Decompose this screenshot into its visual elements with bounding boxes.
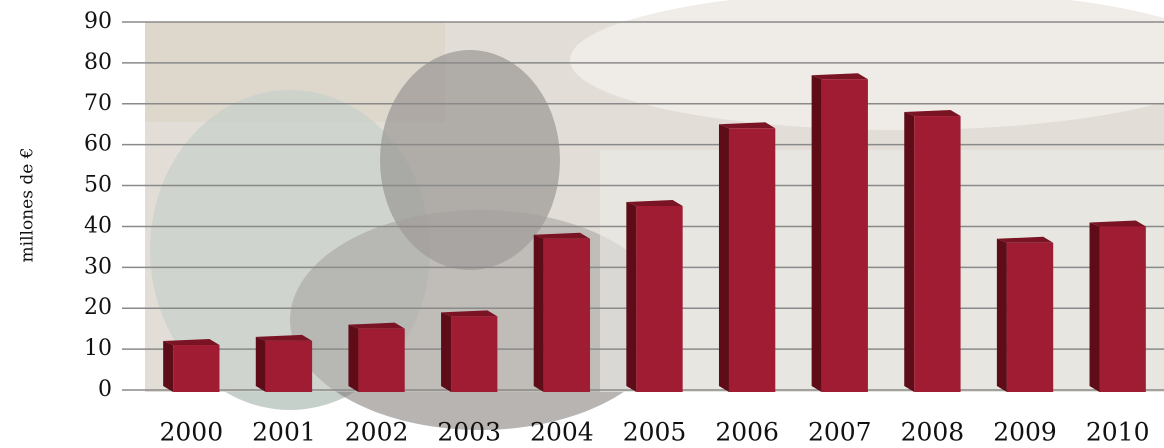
bar bbox=[173, 345, 220, 392]
bar-top bbox=[255, 334, 313, 341]
bar-top bbox=[626, 200, 683, 206]
bar bbox=[265, 340, 313, 392]
bar-top bbox=[348, 322, 405, 329]
x-tick-label: 2005 bbox=[623, 418, 687, 447]
bar-top bbox=[1089, 220, 1146, 227]
bar bbox=[636, 206, 683, 392]
x-tick-label: 2009 bbox=[993, 418, 1057, 447]
bar bbox=[821, 79, 868, 392]
y-tick-label: 70 bbox=[84, 91, 112, 116]
y-tick-label: 50 bbox=[84, 173, 112, 198]
y-axis-label: millones de € bbox=[18, 148, 38, 263]
bar bbox=[543, 238, 591, 392]
bar-top bbox=[718, 122, 776, 129]
bar-side bbox=[348, 324, 359, 392]
bar-top bbox=[533, 232, 591, 239]
y-tick-label: 0 bbox=[98, 377, 112, 402]
x-tick-label: 2000 bbox=[160, 418, 224, 447]
y-tick-label: 40 bbox=[84, 213, 112, 238]
x-tick-label: 2010 bbox=[1086, 418, 1150, 447]
bar-side bbox=[904, 112, 915, 393]
bar-top bbox=[996, 236, 1054, 243]
y-tick-label: 20 bbox=[84, 295, 112, 320]
y-tick-label: 80 bbox=[84, 50, 112, 75]
bar-side bbox=[533, 234, 544, 392]
bar bbox=[1006, 242, 1054, 392]
bar bbox=[451, 316, 498, 392]
bar-side bbox=[626, 202, 637, 392]
bar-top bbox=[441, 310, 498, 317]
bar-side bbox=[255, 336, 266, 392]
y-tick-label: 90 bbox=[84, 9, 112, 34]
bar-side bbox=[718, 124, 729, 393]
x-tick-label: 2002 bbox=[345, 418, 409, 447]
plot-area: 0 10 20 30 40 50 60 70 80 90 2000 2001 2002 2003 2004 2… bbox=[84, 9, 1164, 447]
bar-side bbox=[163, 341, 174, 392]
y-tick-label: 10 bbox=[84, 336, 112, 361]
bar-top bbox=[904, 110, 961, 117]
bar-side bbox=[996, 238, 1007, 392]
bar-top bbox=[811, 73, 868, 80]
bar-side bbox=[441, 312, 452, 392]
x-tick-label: 2007 bbox=[808, 418, 872, 447]
x-tick-label: 2008 bbox=[901, 418, 965, 447]
y-tick-label: 30 bbox=[84, 254, 112, 279]
y-tick-label: 60 bbox=[84, 132, 112, 157]
bar bbox=[1099, 226, 1146, 392]
bar-side bbox=[811, 75, 822, 392]
bar bbox=[358, 328, 405, 392]
bar-top bbox=[163, 339, 220, 346]
x-tick-label: 2006 bbox=[715, 418, 779, 447]
bar bbox=[914, 116, 961, 393]
x-tick-label: 2001 bbox=[252, 418, 316, 447]
x-tick-label: 2004 bbox=[530, 418, 594, 447]
bar bbox=[728, 128, 776, 393]
bar-side bbox=[1089, 222, 1100, 392]
x-tick-label: 2003 bbox=[437, 418, 501, 447]
